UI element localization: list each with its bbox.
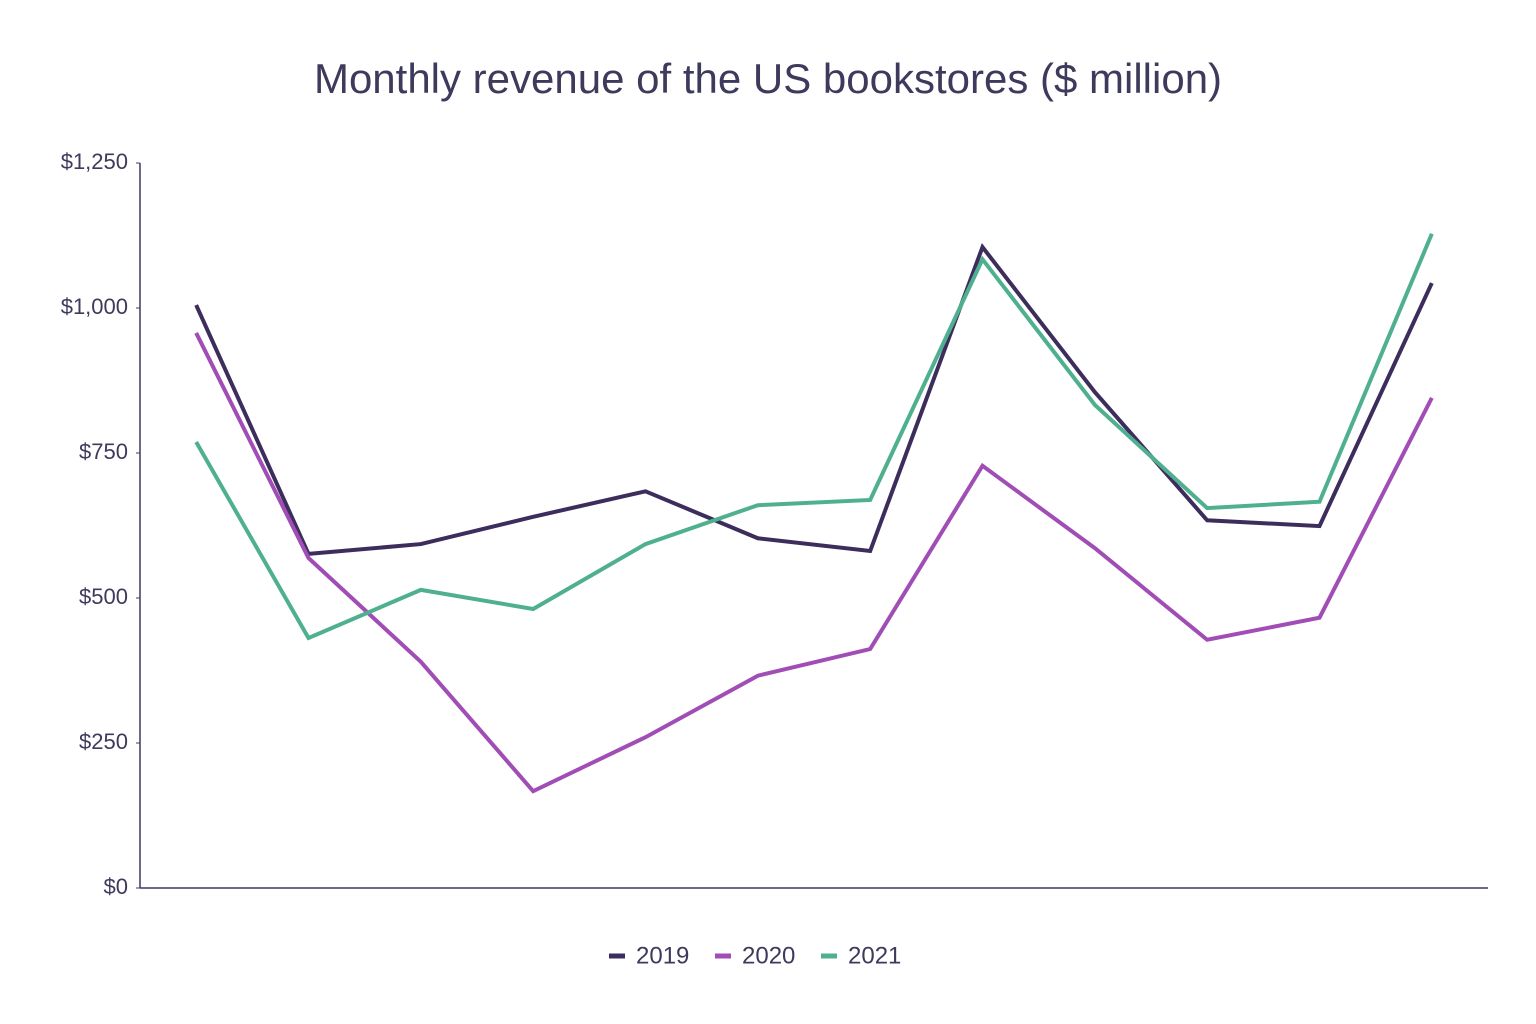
- series-line: [194, 232, 1434, 641]
- legend-label: 2020: [742, 942, 795, 969]
- y-tick-label: $500: [79, 584, 128, 609]
- legend-label: 2019: [636, 942, 689, 969]
- chart-title: Monthly revenue of the US bookstores ($ …: [314, 55, 1222, 102]
- y-tick-label: $1,000: [61, 294, 128, 319]
- y-tick-label: $250: [79, 729, 128, 754]
- series-line: [194, 332, 1434, 794]
- y-tick-label: $0: [104, 874, 128, 899]
- series-line: [194, 243, 1434, 557]
- y-tick-label: $1,250: [61, 149, 128, 174]
- legend-label: 2021: [848, 942, 901, 969]
- y-tick-label: $750: [79, 439, 128, 464]
